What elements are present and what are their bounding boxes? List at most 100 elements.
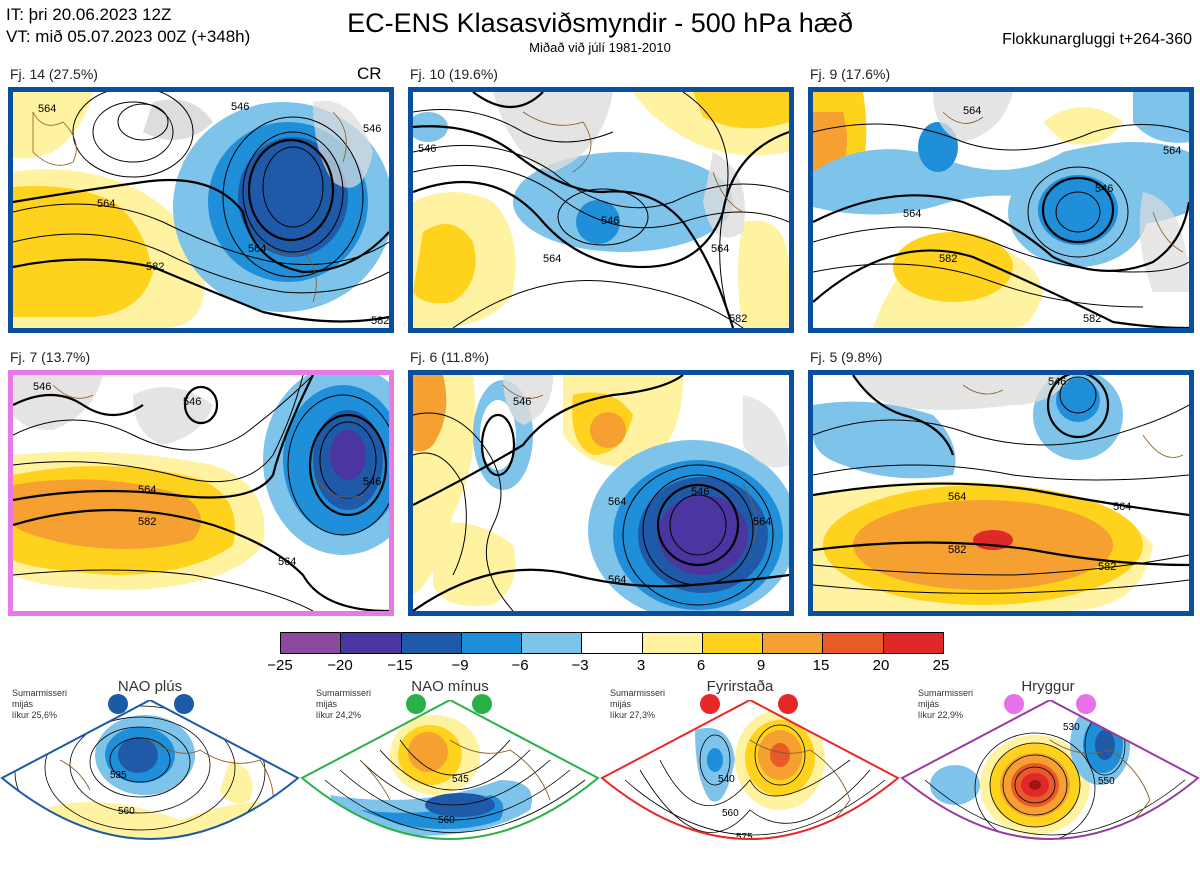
regime-1-name: NAO plús (117, 678, 183, 695)
panel-2-contour-label: 564 (543, 253, 561, 265)
regime-2-contour-label: 545 (452, 774, 469, 785)
colorbar-swatch (340, 633, 401, 653)
panel-3-contour-label: 546 (1095, 183, 1113, 195)
regime-2-contour-label: 560 (438, 815, 455, 826)
cluster-map-4: 546 546 564 582 564 546 (8, 370, 394, 616)
colorbar-tick-label: −20 (327, 657, 353, 674)
regime-4-marker (1004, 694, 1024, 714)
colorbar-tick-label: −15 (387, 657, 413, 674)
regime-2-name: NAO mínus (411, 678, 489, 695)
regime-2-type: mijás (316, 699, 338, 709)
regime-2-marker (406, 694, 426, 714)
regime-1-type: mijás (12, 699, 34, 709)
panel-5-contour-label: 564 (753, 516, 771, 528)
colorbar-swatch (581, 633, 642, 653)
regime-3-contour-label: 560 (722, 808, 739, 819)
colorbar-swatch (762, 633, 823, 653)
regime-1-info: Sumarmisseri mijás líkur 25,6% (12, 688, 67, 721)
colorbar-swatch (641, 633, 702, 653)
panel-4-contour-label: 546 (33, 381, 51, 393)
panel-1-label: Fj. 14 (27.5%) (10, 66, 98, 82)
panel-6-contour-label: 564 (948, 491, 966, 503)
panel-3-contour-label: 582 (939, 253, 957, 265)
colorbar-swatch (882, 633, 943, 653)
regime-2-marker (472, 694, 492, 714)
colorbar-swatch (460, 633, 522, 653)
colorbar (280, 632, 944, 654)
regime-1-marker (108, 694, 128, 714)
colorbar-tick-label: 3 (636, 657, 646, 674)
panel-3-contour-label: 564 (903, 208, 921, 220)
cluster-map-1: 564 564 564 582 546 546 582 (8, 87, 394, 333)
regime-3-season: Sumarmisseri (610, 688, 666, 698)
regime-4-name: Hryggur (1021, 678, 1075, 695)
colorbar-swatch (521, 633, 582, 653)
regime-2-map: 545 560 575 (300, 700, 600, 861)
panel-6-contour-label: 564 (1113, 501, 1131, 513)
colorbar-swatch (400, 633, 461, 653)
panel-1-contour-label: 564 (38, 103, 56, 115)
header-info: IT: þri 20.06.2023 12Z VT: mið 05.07.202… (6, 4, 250, 48)
regime-3-name: Fyrirstaða (706, 678, 774, 695)
colorbar-tick-label: 20 (872, 657, 890, 674)
regime-2-info: Sumarmisseri mijás líkur 24,2% (316, 688, 371, 721)
regime-2-probability: líkur 24,2% (316, 710, 362, 720)
panel-1-contour-label: 546 (231, 101, 249, 113)
colorbar-tick-label: 9 (756, 657, 766, 674)
panel-4-contour-label: 564 (138, 484, 156, 496)
cluster-map-5: 546 564 546 564 564 (408, 370, 794, 616)
panel-1-cr-label: CR (357, 64, 382, 83)
regime-2-contour-label: 575 (446, 850, 463, 861)
colorbar-swatch (822, 633, 883, 653)
regime-4-season: Sumarmisseri (918, 688, 974, 698)
valid-time: VT: mið 05.07.2023 00Z (+348h) (6, 27, 251, 46)
page-subtitle: Miðað við júlí 1981-2010 (529, 40, 671, 55)
panel-1-contour-label: 546 (363, 123, 381, 135)
panel-1-contour-label: 564 (248, 243, 266, 255)
panel-1-contour-label: 582 (146, 261, 164, 273)
colorbar-tick-label: −9 (451, 657, 469, 674)
panel-6-contour-label: 546 (1048, 376, 1066, 388)
panel-3-contour-label: 582 (1083, 313, 1101, 325)
panel-3-contour-label: 564 (963, 105, 981, 117)
regime-1-marker (174, 694, 194, 714)
panel-5-contour-label: 546 (513, 396, 531, 408)
regime-3-info: Sumarmisseri mijás líkur 27,3% (610, 688, 665, 721)
panel-4-contour-label: 582 (138, 516, 156, 528)
cluster-map-2: 546 546 564 564 582 (408, 87, 794, 333)
panel-5-contour-label: 546 (691, 486, 709, 498)
colorbar-swatch (701, 633, 763, 653)
regime-1-contour-label: 560 (118, 806, 135, 817)
colorbar-tick-label: 25 (932, 657, 950, 674)
cluster-map-6: 546 564 564 582 582 (808, 370, 1194, 616)
colorbar-tick-label: −25 (267, 657, 293, 674)
colorbar-tick-label: −3 (571, 657, 589, 674)
panel-3-contour-label: 564 (1163, 145, 1181, 157)
panel-6-label: Fj. 5 (9.8%) (810, 349, 883, 365)
panel-2-contour-label: 582 (729, 313, 747, 325)
panel-5-label: Fj. 6 (11.8%) (410, 349, 490, 365)
panel-1-contour-label: 582 (371, 315, 389, 327)
panel-5-contour-label: 564 (608, 496, 626, 508)
regime-4-info: Sumarmisseri mijás líkur 22,9% (918, 688, 973, 721)
panel-4-contour-label: 546 (183, 396, 201, 408)
panel-2-contour-label: 546 (601, 215, 619, 227)
panel-3-label: Fj. 9 (17.6%) (810, 66, 891, 82)
panel-6-contour-label: 582 (1098, 561, 1116, 573)
regime-3-marker (700, 694, 720, 714)
initial-time: IT: þri 20.06.2023 12Z (6, 5, 172, 24)
regime-3-contour-label: 540 (718, 774, 735, 785)
classification-window: Flokkunargluggi t+264-360 (1002, 31, 1192, 48)
colorbar-tick-label: −6 (511, 657, 529, 674)
panel-4-label: Fj. 7 (13.7%) (10, 349, 91, 365)
regime-2-season: Sumarmisseri (316, 688, 372, 698)
regime-4-marker (1076, 694, 1096, 714)
panel-1-contour-label: 564 (97, 198, 115, 210)
regime-1-map: 535 560 (0, 700, 300, 840)
panel-4-contour-label: 546 (363, 476, 381, 488)
colorbar-tick-label: 6 (696, 657, 706, 674)
cluster-map-3: 564 564 546 564 582 582 (808, 87, 1194, 333)
regime-4-contour-label: 550 (1098, 776, 1115, 787)
panel-4-contour-label: 564 (278, 556, 296, 568)
colorbar-tick-label: 15 (812, 657, 830, 674)
